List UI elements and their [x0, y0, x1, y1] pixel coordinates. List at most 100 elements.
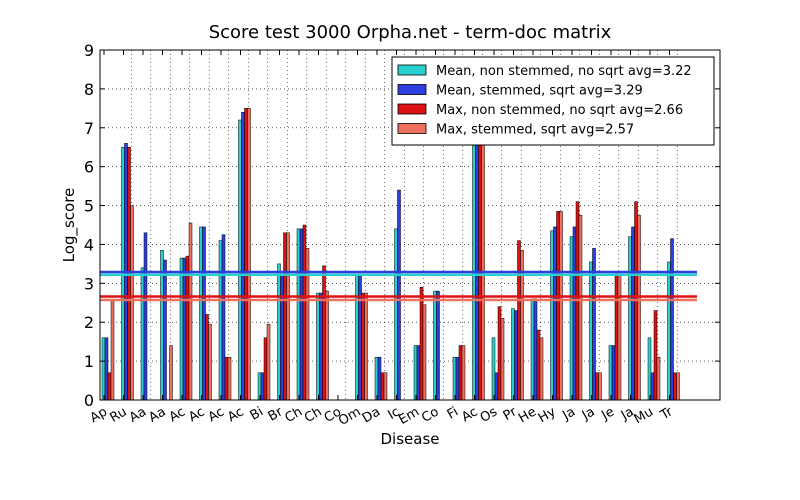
bar [296, 228, 301, 401]
bar [224, 356, 229, 401]
bar [628, 236, 632, 401]
bar [497, 306, 502, 401]
bar [227, 356, 232, 401]
bar [325, 290, 329, 401]
legend-label: Max, stemmed, sqrt avg=2.57 [436, 123, 634, 138]
bar [517, 240, 521, 401]
bar [419, 286, 424, 401]
x-tick-label: Ap [88, 404, 110, 426]
bar [433, 290, 437, 401]
bar [394, 228, 398, 401]
bar [556, 211, 560, 401]
bar [377, 356, 382, 401]
bar [302, 224, 307, 401]
y-axis-label: Log_score [60, 188, 79, 263]
y-tick-label: 4 [84, 235, 94, 254]
bar [188, 222, 193, 401]
bar [355, 275, 359, 401]
bar [572, 226, 577, 401]
legend-swatch [397, 64, 427, 76]
bar [238, 119, 242, 401]
bar [107, 372, 112, 401]
bar [569, 236, 574, 401]
bar [277, 263, 281, 401]
bar [185, 255, 190, 401]
bar [140, 267, 145, 401]
bar [500, 318, 505, 401]
legend-label: Mean, stemmed, sqrt avg=3.29 [436, 84, 643, 99]
bar [617, 275, 622, 401]
bar [598, 372, 602, 401]
y-tick-label: 5 [84, 197, 94, 216]
bar [514, 310, 518, 401]
bar [101, 337, 106, 401]
legend-swatch [397, 84, 427, 95]
bar [202, 226, 206, 401]
bar [416, 345, 421, 401]
bar [647, 337, 652, 401]
bar [208, 323, 212, 401]
x-tick-label: Ru [108, 404, 130, 425]
legend-swatch [397, 103, 427, 115]
x-tick-label: Ac [225, 404, 246, 425]
legend-box [391, 56, 715, 146]
bar [316, 292, 320, 401]
bar [656, 356, 661, 401]
bar [458, 345, 463, 401]
bar [413, 345, 418, 401]
bar [533, 298, 538, 401]
bar [550, 230, 554, 401]
y-tick-label: 6 [84, 158, 94, 177]
bar [299, 228, 304, 401]
bar [110, 300, 115, 401]
bar [494, 372, 499, 401]
bar [436, 290, 440, 401]
bar [614, 273, 619, 401]
bar [221, 234, 226, 401]
bar [511, 308, 515, 401]
x-tick-label: Ac [459, 404, 480, 425]
bar [653, 310, 658, 401]
bar [280, 275, 284, 401]
bar [455, 356, 460, 401]
bar [667, 261, 671, 401]
bar [179, 257, 184, 401]
legend-label: Max, non stemmed, no sqrt avg=2.66 [436, 103, 683, 118]
bar [650, 372, 655, 401]
bar [374, 356, 379, 401]
y-axis-ticks: 0 1 2 3 4 5 6 7 8 9 [84, 41, 720, 410]
bar [380, 372, 385, 401]
legend: Mean, non stemmed, no sqrt avg=3.22 Mean,… [391, 56, 715, 146]
bar [169, 345, 173, 401]
y-tick-label: 9 [84, 41, 94, 60]
bar [670, 238, 674, 401]
y-tick-label: 0 [84, 391, 94, 410]
bar [637, 215, 641, 401]
bar [631, 226, 635, 401]
plot-frame [99, 49, 721, 401]
y-tick-label: 7 [84, 119, 94, 138]
y-tick-label: 1 [84, 352, 94, 371]
bar [608, 345, 613, 401]
x-tick-label: Co [322, 404, 344, 426]
average-lines [100, 270, 697, 302]
bar [361, 292, 365, 401]
bar [491, 337, 496, 401]
legend-label: Mean, non stemmed, no sqrt avg=3.22 [436, 64, 692, 79]
x-tick-label: Os [478, 404, 500, 426]
x-tick-label: Aa [127, 404, 149, 425]
bar [358, 275, 362, 401]
bar [283, 232, 287, 401]
chart-title: Score test 3000 Orpha.net - term-doc mat… [209, 22, 612, 43]
bar [199, 226, 203, 401]
bar [182, 257, 187, 401]
bar [452, 356, 457, 401]
bar [364, 292, 368, 401]
bar [422, 304, 427, 401]
bar [244, 108, 248, 401]
bar [260, 372, 265, 401]
bar [205, 314, 209, 401]
bar [143, 232, 148, 401]
x-axis-label: Disease [381, 430, 440, 448]
